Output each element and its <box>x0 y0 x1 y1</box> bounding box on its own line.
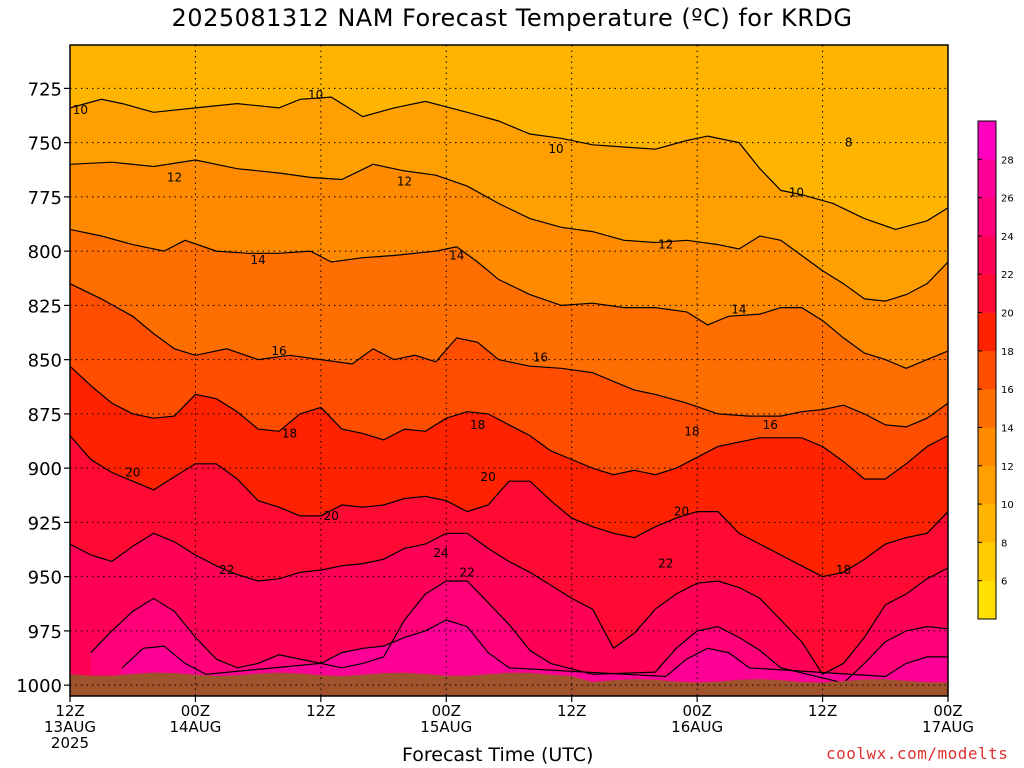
x-tick-label: 13AUG <box>44 718 96 736</box>
colorbar-swatch <box>978 350 996 390</box>
x-tick-label: 12Z <box>808 702 837 720</box>
contour-label: 12 <box>167 170 182 184</box>
x-tick-label: 12Z <box>306 702 335 720</box>
contour-label: 16 <box>533 350 548 364</box>
colorbar-swatch <box>978 121 996 160</box>
contour-label: 14 <box>731 303 746 317</box>
colorbar-swatch <box>978 504 996 543</box>
plot-frame <box>69 44 949 697</box>
contour-line-14 <box>70 228 948 369</box>
x-tick-label: 14AUG <box>169 718 221 736</box>
x-tick-label: 00Z <box>682 702 711 720</box>
contour-label: 24 <box>433 546 448 560</box>
contour-label: 20 <box>324 509 339 523</box>
colorbar-tick-label: 14 <box>1001 423 1014 434</box>
contour-label: 12 <box>658 238 673 252</box>
y-tick-label: 775 <box>28 188 62 209</box>
colorbar-swatch <box>978 580 996 620</box>
y-tick-label: 1000 <box>16 676 62 697</box>
colorbar-swatch <box>978 427 996 467</box>
y-tick-label: 750 <box>28 134 62 155</box>
contour-label: 20 <box>674 505 689 519</box>
colorbar-swatch <box>978 197 996 237</box>
contour-label: 12 <box>397 175 412 189</box>
contour-label: 20 <box>480 470 495 484</box>
y-tick-label: 850 <box>28 351 62 372</box>
y-tick-label: 975 <box>28 622 62 643</box>
colorbar-swatch <box>978 542 996 581</box>
contour-label: 10 <box>789 186 804 200</box>
x-tick-label: 00Z <box>933 702 962 720</box>
contour-label: 18 <box>836 563 851 577</box>
x-tick-label: 17AUG <box>922 718 974 736</box>
chart-title: 2025081312 NAM Forecast Temperature (ºC)… <box>171 4 853 32</box>
contour-label: 16 <box>271 344 286 358</box>
contour-label: 20 <box>125 465 140 479</box>
ground-surface <box>70 672 948 696</box>
colorbar-tick-label: 22 <box>1001 270 1014 281</box>
contour-line-16 <box>70 283 948 428</box>
colorbar-tick-label: 20 <box>1001 309 1014 320</box>
y-tick-label: 900 <box>28 459 62 480</box>
x-tick-label: 00Z <box>181 702 210 720</box>
contour-label: 18 <box>470 418 485 432</box>
x-tick-label: 16AUG <box>671 718 723 736</box>
y-tick-label: 875 <box>28 405 62 426</box>
colorbar-tick-label: 28 <box>1001 155 1014 166</box>
y-tick-label: 800 <box>28 242 62 263</box>
colorbar-swatch <box>978 312 996 352</box>
contour-label: 22 <box>219 563 234 577</box>
contour-label: 10 <box>73 103 88 117</box>
colorbar-swatch <box>978 159 996 198</box>
contour-line-22 <box>70 532 948 676</box>
contour-label: 22 <box>658 557 673 571</box>
contour-label: 8 <box>845 136 853 150</box>
x-tick-label: 12Z <box>557 702 586 720</box>
y-tick-label: 725 <box>28 79 62 100</box>
x-axis-title: Forecast Time (UTC) <box>402 744 594 766</box>
y-tick-label: 925 <box>28 513 62 534</box>
colorbar-swatch <box>978 389 996 428</box>
colorbar-swatch <box>978 465 996 505</box>
contour-line-24 <box>90 580 948 684</box>
contour-label: 18 <box>684 424 699 438</box>
colorbar-tick-label: 6 <box>1001 577 1007 588</box>
x-tick-label: 15AUG <box>420 718 472 736</box>
contour-label: 10 <box>308 88 323 102</box>
contour-label: 18 <box>282 426 297 440</box>
colorbar-tick-label: 24 <box>1001 232 1014 243</box>
contour-line-20 <box>70 435 948 578</box>
contour-line-10 <box>70 96 948 231</box>
colorbar-swatch <box>978 274 996 313</box>
colorbar-tick-label: 10 <box>1001 500 1014 511</box>
contour-label: 14 <box>251 253 266 267</box>
contour-label: 22 <box>460 565 475 579</box>
colorbar-tick-label: 12 <box>1001 462 1014 473</box>
y-tick-label: 825 <box>28 296 62 317</box>
credit-link[interactable]: coolwx.com/modelts <box>826 744 1009 763</box>
x-tick-label: 12Z <box>55 702 84 720</box>
plot-area: 10 10 10 10 8 12 12 12 14 14 14 16 16 16 18 18 18 20 20 20 2… <box>70 45 948 696</box>
y-tick-label: 950 <box>28 568 62 589</box>
contour-line-12 <box>70 159 948 302</box>
colorbar-swatch <box>978 235 996 275</box>
x-tick-label: 2025 <box>51 734 89 752</box>
colorbar-tick-label: 8 <box>1001 538 1007 549</box>
contour-line-26 <box>121 619 948 678</box>
contour-label: 16 <box>763 418 778 432</box>
x-tick-label: 00Z <box>432 702 461 720</box>
contour-label: 10 <box>548 142 563 156</box>
colorbar-tick-label: 18 <box>1001 347 1014 358</box>
colorbar-tick-label: 26 <box>1001 194 1014 205</box>
colorbar-frame <box>977 120 997 620</box>
contour-label: 14 <box>449 248 464 262</box>
colorbar-tick-label: 16 <box>1001 385 1014 396</box>
contour-line-18 <box>70 365 948 480</box>
